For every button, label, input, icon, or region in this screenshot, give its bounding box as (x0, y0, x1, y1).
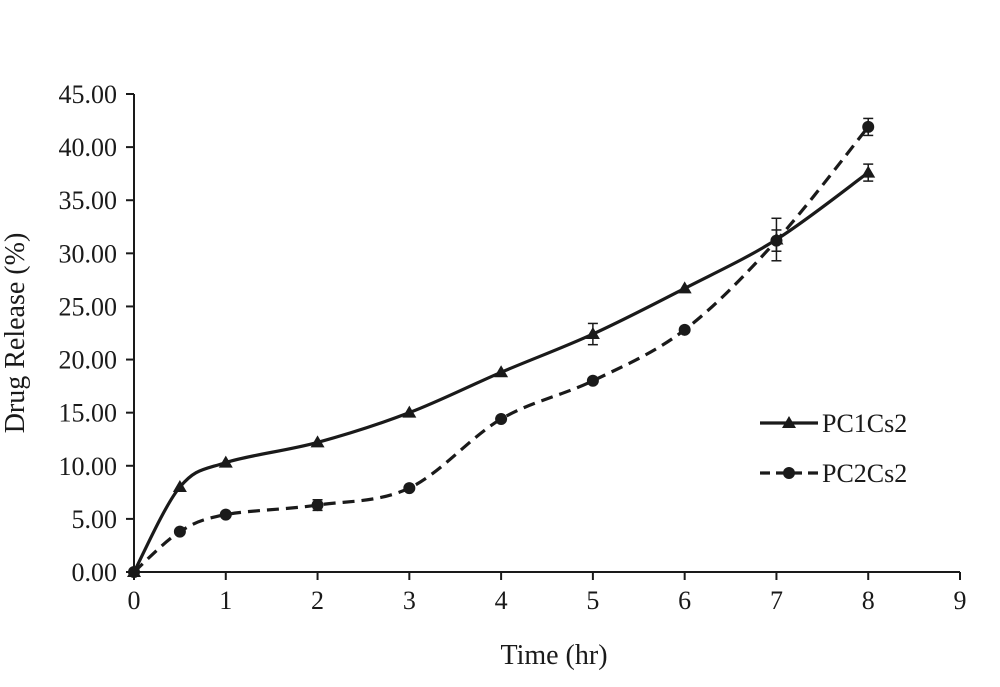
data-point (310, 435, 325, 448)
series (127, 117, 876, 578)
series-line (132, 125, 870, 574)
x-axis-title: Time (hr) (500, 640, 607, 671)
legend-marker (782, 416, 796, 428)
x-tick-label: 4 (495, 586, 508, 615)
y-tick-label: 30.00 (59, 239, 118, 268)
legend-marker (783, 467, 795, 479)
series-line (132, 171, 870, 573)
x-tick-label: 3 (403, 586, 416, 615)
x-tick-label: 1 (219, 586, 232, 615)
data-point (678, 323, 691, 336)
y-tick-label: 5.00 (72, 505, 118, 534)
data-point (173, 525, 186, 538)
x-tick-label: 0 (128, 586, 141, 615)
data-point (586, 374, 599, 387)
y-tick-label: 45.00 (59, 80, 118, 109)
y-tick-label: 40.00 (59, 133, 118, 162)
x-tick-label: 8 (862, 586, 875, 615)
axes (133, 94, 960, 573)
data-point (770, 234, 783, 247)
data-point (494, 365, 509, 378)
data-point (402, 405, 417, 418)
y-tick-label: 25.00 (59, 292, 118, 321)
data-point (172, 480, 187, 493)
data-point (677, 281, 692, 294)
data-point (585, 327, 600, 340)
y-tick-label: 15.00 (59, 399, 118, 428)
x-tick-label: 7 (770, 586, 783, 615)
x-tick-label: 2 (311, 586, 324, 615)
data-point (862, 120, 875, 133)
y-tick-label: 20.00 (59, 346, 118, 375)
data-point (495, 413, 508, 426)
x-tick-label: 5 (586, 586, 599, 615)
legend-label: PC2Cs2 (822, 459, 907, 488)
x-tick-label: 9 (954, 586, 967, 615)
data-point (861, 165, 876, 178)
data-point (218, 455, 233, 468)
y-axis-title: Drug Release (%) (0, 233, 31, 434)
series-PC1Cs2 (127, 163, 876, 577)
y-tick-label: 0.00 (72, 558, 118, 587)
y-tick-label: 35.00 (59, 186, 118, 215)
data-point (311, 499, 324, 512)
y-tick-label: 10.00 (59, 452, 118, 481)
legend-label: PC1Cs2 (822, 409, 907, 438)
data-point (403, 482, 416, 495)
legend: PC1Cs2 PC2Cs2 (760, 409, 907, 488)
series-PC2Cs2 (128, 117, 875, 578)
data-point (219, 508, 232, 521)
ticks: 0 1 2 3 4 5 6 7 8 9 0.00 5.00 10.00 15.00 20.00 25.00 30… (59, 80, 967, 615)
data-point (128, 566, 140, 578)
x-tick-label: 6 (678, 586, 691, 615)
